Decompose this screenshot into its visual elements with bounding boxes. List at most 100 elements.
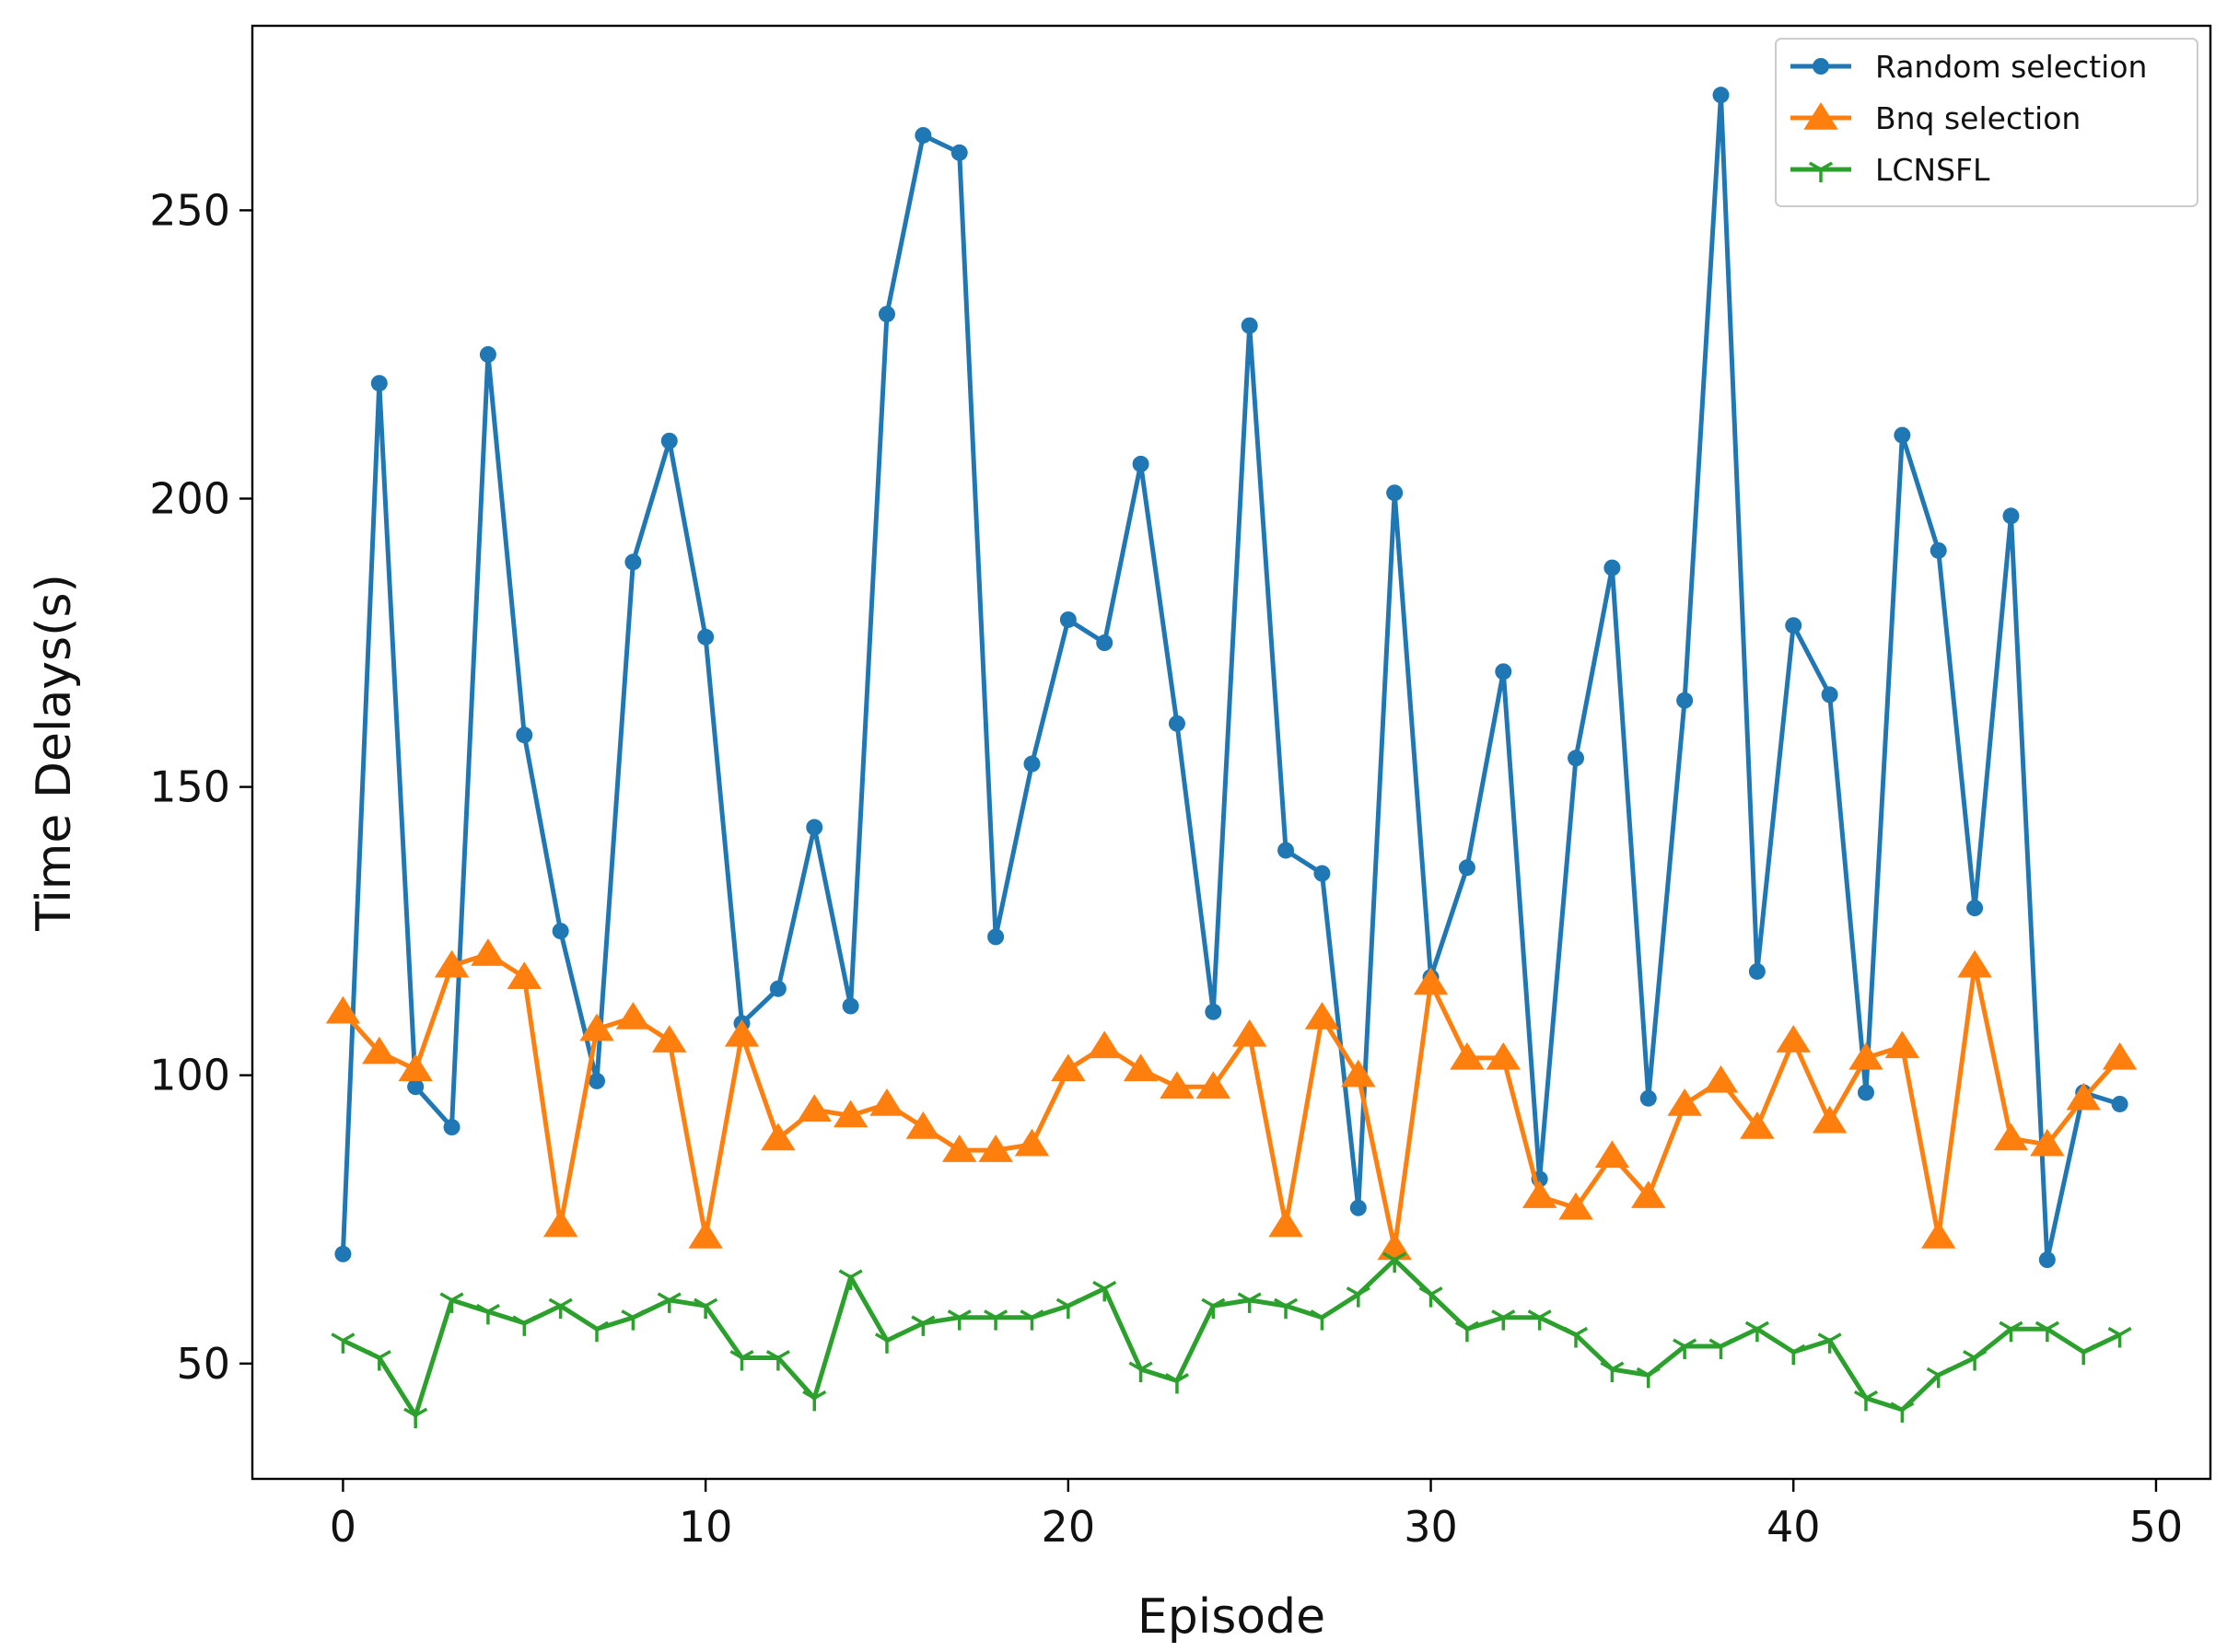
data-point-random-selection (2002, 507, 2020, 525)
data-point-bnq-selection (1341, 1059, 1376, 1088)
data-point-random-selection (516, 727, 533, 744)
data-point-lcnsfl (1926, 1367, 1951, 1389)
data-point-bnq-selection (1087, 1030, 1122, 1059)
data-point-random-selection (1313, 865, 1331, 882)
data-point-bnq-selection (1123, 1053, 1159, 1082)
data-point-bnq-selection (1486, 1041, 1521, 1070)
data-point-random-selection (842, 997, 859, 1015)
data-point-random-selection (1096, 634, 1114, 652)
data-point-bnq-selection (978, 1134, 1013, 1162)
data-point-lcnsfl (548, 1297, 573, 1320)
data-point-lcnsfl (838, 1269, 863, 1290)
data-point-lcnsfl (1781, 1344, 1806, 1366)
data-point-random-selection (1748, 962, 1766, 980)
data-point-bnq-selection (325, 995, 361, 1024)
data-point-bnq-selection (1667, 1088, 1702, 1116)
legend-entry-random-selection: Random selection (1790, 49, 2147, 85)
data-point-lcnsfl (1346, 1286, 1370, 1308)
data-point-bnq-selection (434, 949, 470, 978)
x-tick-label: 20 (1042, 1502, 1096, 1552)
legend-label: Random selection (1875, 49, 2147, 85)
data-point-random-selection (1349, 1199, 1367, 1216)
data-point-bnq-selection (724, 1018, 760, 1047)
y-tick-label: 200 (149, 473, 230, 523)
data-point-random-selection (1168, 715, 1185, 732)
data-point-lcnsfl (947, 1309, 972, 1331)
data-point-random-selection (1023, 755, 1041, 773)
data-point-bnq-selection (869, 1088, 904, 1116)
data-point-lcnsfl (1744, 1320, 1769, 1343)
data-point-random-selection (2038, 1251, 2056, 1269)
data-point-lcnsfl (1563, 1326, 1589, 1348)
data-point-lcnsfl (1491, 1309, 1516, 1331)
data-point-bnq-selection (471, 938, 506, 966)
data-point-bnq-selection (1522, 1181, 1557, 1208)
data-point-random-selection (950, 144, 968, 161)
data-point-bnq-selection (362, 1036, 397, 1064)
data-point-bnq-selection (1014, 1128, 1050, 1157)
data-point-lcnsfl (1092, 1280, 1117, 1302)
data-point-lcnsfl (1890, 1402, 1915, 1423)
data-point-random-selection (1857, 1084, 1874, 1101)
data-point-random-selection (697, 628, 715, 646)
data-point-random-selection (589, 1072, 606, 1089)
x-tick-label: 0 (330, 1502, 356, 1552)
data-point-lcnsfl (1708, 1338, 1733, 1359)
data-point-lcnsfl (694, 1297, 718, 1320)
data-point-bnq-selection (1812, 1105, 1848, 1134)
data-point-random-selection (1495, 663, 1512, 681)
data-point-lcnsfl (1418, 1286, 1443, 1308)
data-point-random-selection (1458, 859, 1475, 877)
data-point-lcnsfl (475, 1303, 500, 1325)
data-point-bnq-selection (652, 1025, 687, 1053)
data-point-bnq-selection (2030, 1128, 2065, 1157)
legend: Random selection Bnq selection LCNSFL (1775, 38, 2198, 207)
data-point-bnq-selection (1957, 949, 1992, 978)
data-point-bnq-selection (1268, 1209, 1303, 1238)
data-point-lcnsfl (729, 1349, 754, 1371)
data-point-random-selection (1639, 1089, 1657, 1107)
data-point-random-selection (1386, 484, 1404, 502)
data-point-bnq-selection (579, 1013, 614, 1041)
data-point-lcnsfl (512, 1315, 537, 1336)
data-point-bnq-selection (1195, 1071, 1231, 1099)
legend-label: LCNSFL (1875, 152, 1990, 188)
data-point-bnq-selection (1921, 1221, 1956, 1249)
data-point-random-selection (2111, 1095, 2128, 1112)
data-point-lcnsfl (1274, 1297, 1299, 1320)
x-tick-label: 30 (1404, 1502, 1458, 1552)
data-point-bnq-selection (1413, 967, 1449, 995)
legend-swatch-marker (1808, 161, 1834, 182)
x-axis: 0 10 20 30 40 50 (330, 1479, 2183, 1552)
data-point-lcnsfl (2107, 1326, 2132, 1348)
data-point-random-selection (370, 375, 388, 392)
data-point-bnq-selection (1993, 1123, 2029, 1151)
y-tick-label: 150 (149, 762, 230, 812)
data-point-bnq-selection (398, 1053, 433, 1082)
data-point-bnq-selection (942, 1134, 977, 1162)
legend-label: Bnq selection (1875, 100, 2081, 136)
data-point-bnq-selection (507, 961, 542, 989)
data-point-bnq-selection (1884, 1030, 1920, 1059)
data-point-lcnsfl (874, 1332, 900, 1354)
data-point-random-selection (915, 126, 932, 144)
data-point-random-selection (1277, 842, 1295, 859)
legend-box (1775, 38, 2198, 207)
data-point-random-selection (334, 1245, 352, 1262)
data-point-random-selection (660, 432, 678, 449)
data-point-lcnsfl (403, 1407, 428, 1429)
data-point-bnq-selection (1231, 1018, 1267, 1047)
data-point-random-selection (624, 553, 642, 571)
x-tick-label: 10 (679, 1502, 733, 1552)
data-point-random-selection (407, 1078, 425, 1096)
data-point-lcnsfl (331, 1332, 356, 1354)
data-point-lcnsfl (1310, 1309, 1335, 1331)
data-point-random-selection (1712, 87, 1730, 104)
x-axis-label: Episode (1137, 1589, 1325, 1645)
legend-swatch-marker (1813, 58, 1829, 75)
data-point-lcnsfl (765, 1349, 790, 1371)
data-point-random-selection (1676, 692, 1694, 709)
data-point-lcnsfl (1636, 1367, 1661, 1389)
data-point-random-selection (769, 980, 787, 997)
x-tick-label: 50 (2129, 1502, 2184, 1552)
